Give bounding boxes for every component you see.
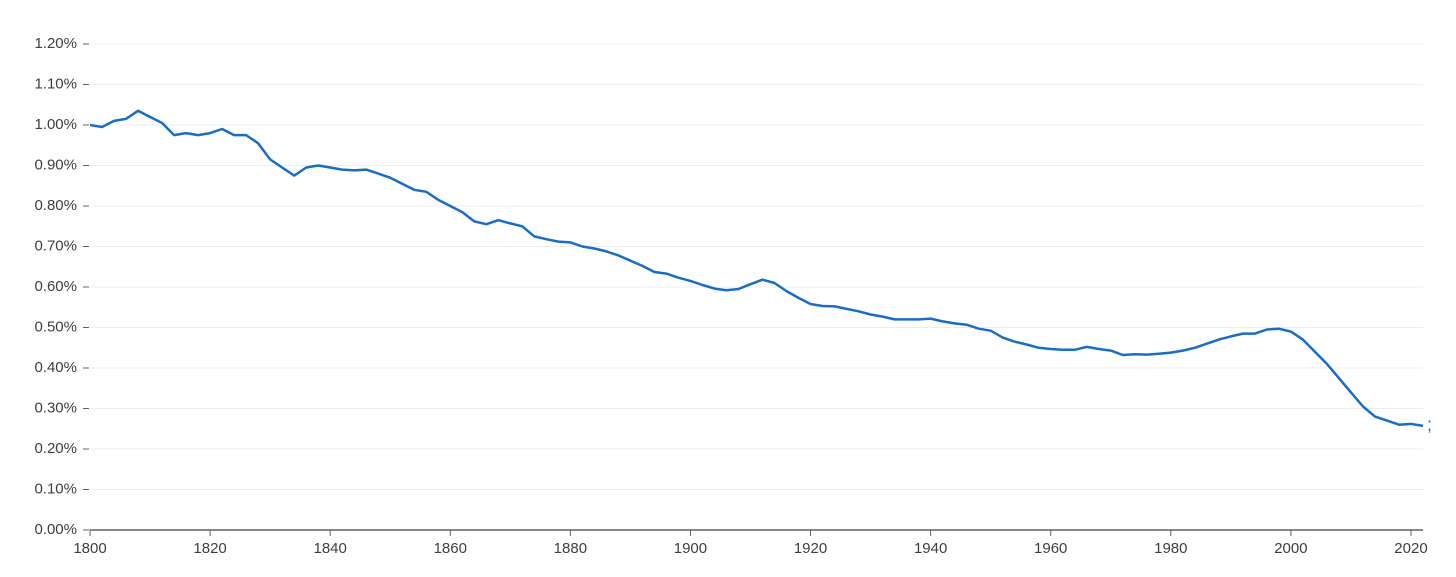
y-tick-label: 1.10% (34, 75, 77, 92)
y-tick-label: 0.00% (34, 521, 77, 538)
y-tick-label: 0.70% (34, 237, 77, 254)
y-tick-label: 0.60% (34, 278, 77, 295)
y-tick-label: 0.50% (34, 318, 77, 335)
x-tick-label: 1960 (1034, 540, 1067, 557)
x-tick-label: 2020 (1394, 540, 1427, 557)
data-line (89, 109, 1424, 428)
y-tick-label: 1.20% (34, 35, 77, 52)
x-tick-label: 1900 (674, 540, 707, 557)
x-tick-label: 1800 (73, 540, 106, 557)
y-tick-label: 1.00% (34, 116, 77, 133)
x-tick-label: 1940 (914, 540, 947, 557)
y-tick-label: 0.30% (34, 399, 77, 416)
series-label: ; (1427, 415, 1432, 435)
y-tick-label: 0.40% (34, 359, 77, 376)
y-tick-label: 0.20% (34, 440, 77, 457)
x-tick-label: 1820 (193, 540, 226, 557)
x-tick-label: 1860 (434, 540, 467, 557)
y-tick-label: 0.80% (34, 197, 77, 214)
y-tick-label: 0.10% (34, 480, 77, 497)
x-tick-label: 1880 (554, 540, 587, 557)
y-tick-label: 0.90% (34, 156, 77, 173)
x-tick-label: 1980 (1154, 540, 1187, 557)
x-tick-label: 2000 (1274, 540, 1307, 557)
x-tick-label: 1920 (794, 540, 827, 557)
x-tick-label: 1840 (313, 540, 346, 557)
